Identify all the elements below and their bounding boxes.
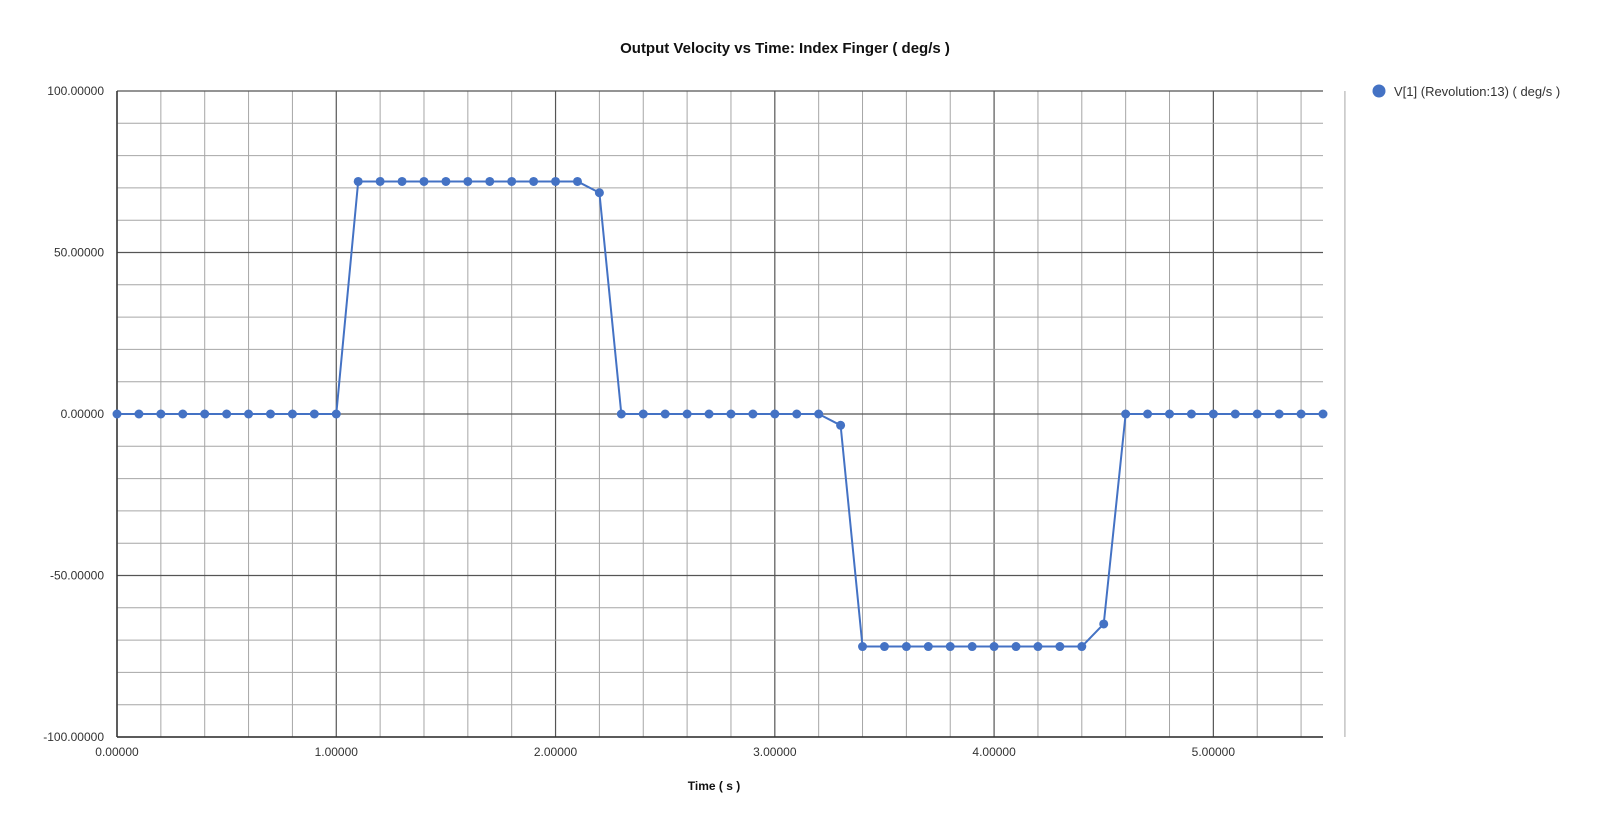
data-point bbox=[901, 642, 911, 652]
data-point bbox=[1055, 642, 1065, 652]
data-point bbox=[967, 642, 977, 652]
series-layer bbox=[112, 176, 1328, 652]
data-point bbox=[1143, 409, 1153, 419]
data-point bbox=[1033, 642, 1043, 652]
y-tick-label: -100.00000 bbox=[43, 730, 104, 744]
tick-labels: 0.00000 1.00000 2.00000 3.00000 4.00000 5.000… bbox=[43, 84, 1235, 759]
x-tick-label: 5.00000 bbox=[1192, 745, 1236, 759]
data-point bbox=[244, 409, 254, 419]
data-point bbox=[616, 409, 626, 419]
data-point bbox=[178, 409, 188, 419]
data-point bbox=[353, 176, 363, 186]
data-point bbox=[660, 409, 670, 419]
data-point bbox=[858, 642, 868, 652]
legend-marker bbox=[1372, 84, 1386, 98]
data-point bbox=[134, 409, 144, 419]
data-point bbox=[594, 188, 604, 198]
x-tick-label: 3.00000 bbox=[753, 745, 797, 759]
data-point bbox=[397, 176, 407, 186]
data-point bbox=[1318, 409, 1328, 419]
data-point bbox=[572, 176, 582, 186]
data-point bbox=[1165, 409, 1175, 419]
x-tick-label: 4.00000 bbox=[972, 745, 1016, 759]
data-point bbox=[836, 420, 846, 430]
data-point bbox=[1208, 409, 1218, 419]
legend: V[1] (Revolution:13) ( deg/s ) bbox=[1372, 84, 1560, 99]
data-point bbox=[441, 176, 451, 186]
data-point bbox=[1011, 642, 1021, 652]
data-point bbox=[529, 176, 539, 186]
x-tick-label: 2.00000 bbox=[534, 745, 578, 759]
legend-label: V[1] (Revolution:13) ( deg/s ) bbox=[1394, 84, 1560, 99]
data-point bbox=[704, 409, 714, 419]
data-point bbox=[1186, 409, 1196, 419]
y-tick-label: 0.00000 bbox=[61, 407, 105, 421]
data-point bbox=[638, 409, 648, 419]
data-point bbox=[923, 642, 933, 652]
data-point bbox=[112, 409, 122, 419]
data-point bbox=[879, 642, 889, 652]
series-line bbox=[117, 180, 1323, 648]
data-point bbox=[222, 409, 232, 419]
data-point bbox=[770, 409, 780, 419]
data-point bbox=[287, 409, 297, 419]
data-point bbox=[156, 409, 166, 419]
x-tick-label: 0.00000 bbox=[95, 745, 139, 759]
data-point bbox=[1296, 409, 1306, 419]
x-axis-label: Time ( s ) bbox=[688, 779, 740, 793]
data-point bbox=[507, 176, 517, 186]
data-point bbox=[1230, 409, 1240, 419]
data-point bbox=[945, 642, 955, 652]
data-point bbox=[200, 409, 210, 419]
x-tick-label: 1.00000 bbox=[315, 745, 359, 759]
data-point bbox=[989, 642, 999, 652]
data-point bbox=[1099, 619, 1109, 629]
data-point bbox=[792, 409, 802, 419]
data-point bbox=[485, 176, 495, 186]
y-tick-label: -50.00000 bbox=[50, 569, 104, 583]
data-point bbox=[726, 409, 736, 419]
data-point bbox=[1274, 409, 1284, 419]
data-point bbox=[309, 409, 319, 419]
data-point bbox=[551, 176, 561, 186]
data-point bbox=[419, 176, 429, 186]
data-point bbox=[331, 409, 341, 419]
chart-title: Output Velocity vs Time: Index Finger ( … bbox=[620, 40, 950, 57]
data-point bbox=[1077, 642, 1087, 652]
data-point bbox=[814, 409, 824, 419]
data-point bbox=[463, 176, 473, 186]
y-tick-label: 50.00000 bbox=[54, 246, 104, 260]
data-point bbox=[682, 409, 692, 419]
data-point bbox=[265, 409, 275, 419]
data-point bbox=[375, 176, 385, 186]
data-point bbox=[1121, 409, 1131, 419]
data-point bbox=[748, 409, 758, 419]
y-tick-label: 100.00000 bbox=[47, 84, 104, 98]
data-point bbox=[1252, 409, 1262, 419]
